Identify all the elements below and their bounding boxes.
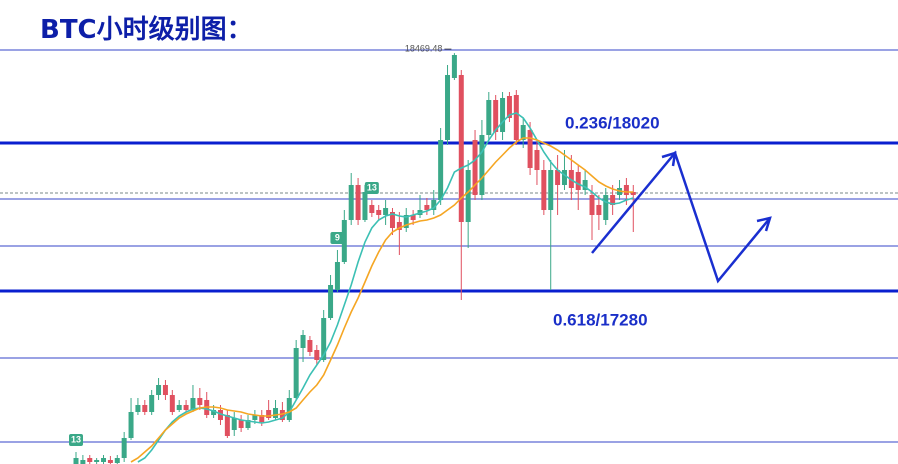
high-price-label: 18469.48	[405, 43, 443, 53]
candle-body	[520, 125, 526, 140]
candle-body	[486, 100, 492, 135]
candle-body	[500, 98, 506, 132]
candle-body	[527, 130, 533, 168]
candle-body	[589, 195, 595, 215]
candle-body	[513, 95, 519, 140]
candle-body	[87, 458, 93, 462]
candle-body	[300, 335, 306, 348]
candle-body	[176, 405, 182, 410]
candle-body	[493, 100, 499, 132]
arrow-head	[661, 151, 677, 167]
candle-body	[197, 398, 203, 405]
candle-body	[321, 318, 327, 360]
candle-body	[114, 458, 120, 463]
candle-body	[80, 460, 86, 464]
key-level-label: 0.236/18020	[565, 113, 660, 132]
candle-body	[438, 140, 444, 200]
candle-body	[389, 212, 395, 228]
candle-body	[548, 170, 554, 210]
td-badge	[69, 434, 83, 446]
candle-body	[107, 460, 113, 463]
candle-body	[231, 418, 237, 430]
candle-body	[561, 170, 567, 185]
candle-body	[410, 215, 416, 220]
candle-body	[396, 222, 402, 230]
candle-body	[73, 458, 79, 464]
td-badge	[364, 182, 379, 194]
candle-body	[217, 410, 223, 420]
candle-body	[190, 398, 196, 410]
candle-body	[445, 75, 451, 140]
candle-body	[369, 205, 375, 213]
candle-body	[224, 415, 230, 436]
candle-body	[465, 170, 471, 222]
candle-body	[431, 200, 437, 210]
forecast-arrows	[591, 150, 772, 284]
levels	[0, 49, 898, 443]
candle-body	[424, 205, 430, 210]
candle-body	[575, 172, 581, 190]
candle-body	[135, 405, 141, 412]
candle-body	[149, 395, 155, 412]
arrow-head	[756, 216, 772, 232]
candle-body	[259, 415, 265, 422]
candle-body	[541, 170, 547, 210]
td-badge-text: 13	[367, 182, 377, 192]
candle-body	[156, 385, 162, 395]
candle-body	[596, 205, 602, 215]
candle-body	[162, 385, 168, 395]
candle-body	[348, 185, 354, 220]
candle-body	[128, 412, 134, 438]
plot	[73, 53, 636, 464]
candle-body	[252, 415, 258, 420]
forecast-path	[591, 150, 771, 284]
candle-body	[506, 96, 512, 118]
candle-body	[534, 150, 540, 170]
candle-body	[286, 398, 292, 420]
candle-body	[266, 410, 272, 418]
chart-title: BTC小时级别图：	[40, 14, 253, 45]
candle-body	[623, 185, 629, 195]
candle-body	[142, 405, 148, 412]
candle-body	[94, 460, 100, 462]
candle-body	[183, 405, 189, 410]
candle-body	[362, 192, 368, 220]
candle-body	[479, 135, 485, 195]
td-badge-text: 9	[335, 232, 340, 242]
candle-body	[451, 55, 457, 78]
candle-body	[403, 215, 409, 228]
candle-body	[334, 262, 340, 290]
td-badge-text: 13	[71, 434, 81, 444]
candle-body	[238, 420, 244, 428]
td-badge	[330, 232, 345, 244]
candle-body	[376, 210, 382, 215]
candle-body	[610, 195, 616, 205]
moving-average	[137, 112, 634, 463]
candle-body	[101, 458, 107, 462]
key-level-label: 0.618/17280	[553, 310, 648, 329]
candle-body	[555, 170, 561, 185]
candle-body	[355, 185, 361, 220]
candle-body	[245, 420, 251, 428]
candle-body	[307, 340, 313, 352]
candle-body	[293, 348, 299, 398]
candle-body	[630, 192, 636, 195]
candle-body	[383, 208, 389, 215]
candle-body	[314, 350, 320, 360]
candle-body	[273, 408, 279, 418]
candle-body	[211, 410, 217, 415]
moving-average	[130, 137, 634, 463]
candle-body	[582, 180, 588, 190]
candle-body	[472, 140, 478, 195]
candle-body	[121, 438, 127, 458]
candle-body	[169, 395, 175, 412]
candle-body	[279, 410, 285, 420]
candle-body	[603, 195, 609, 220]
candle-body	[458, 75, 464, 222]
candle-body	[328, 285, 334, 318]
